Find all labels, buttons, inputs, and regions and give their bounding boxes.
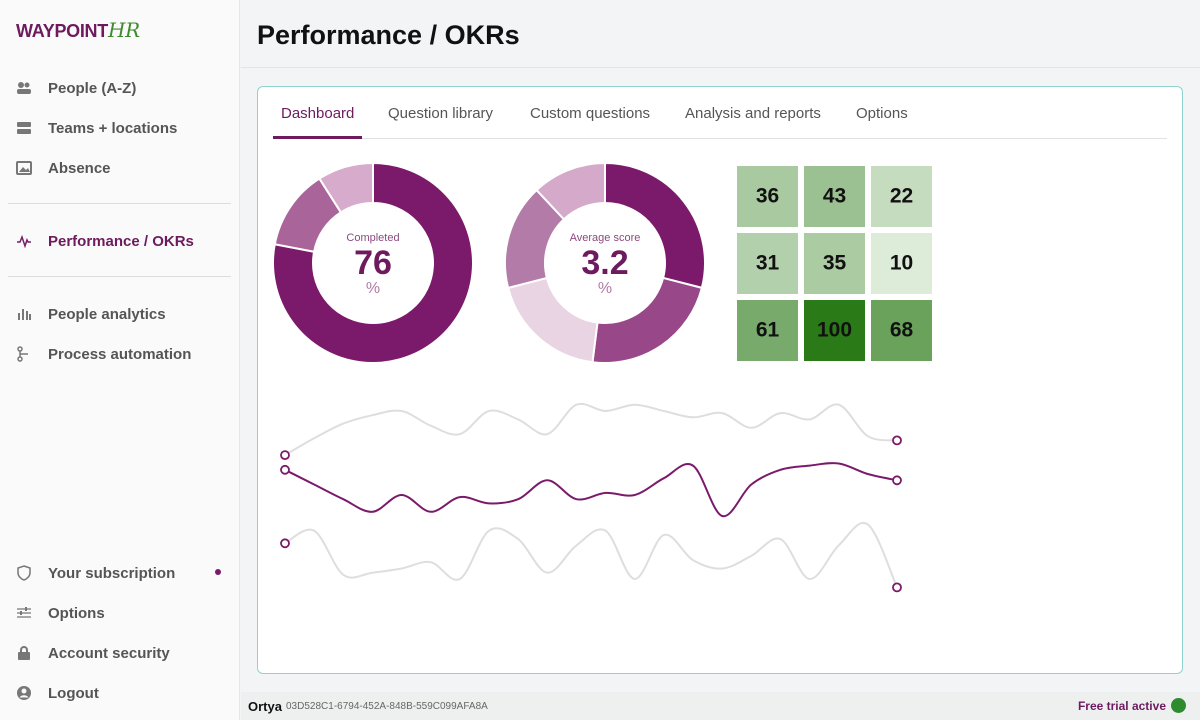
heatmap-value: 35	[823, 252, 847, 275]
nav-item[interactable]: Options	[16, 603, 105, 623]
heatmap-value: 10	[890, 252, 913, 275]
donut-segment	[535, 161, 606, 221]
sparkline-endpoint	[280, 450, 290, 461]
nav-label: Performance / OKRs	[48, 232, 194, 250]
heatmap-cell	[804, 233, 865, 294]
nav-label: Logout	[48, 684, 99, 702]
donut-segment	[318, 161, 374, 214]
donut-label: Average score	[570, 232, 641, 244]
nav-item[interactable]: Absence	[16, 158, 111, 178]
nav-label: People analytics	[48, 305, 166, 323]
heatmap-value: 31	[756, 252, 780, 275]
nav-item[interactable]: People analytics	[16, 304, 166, 324]
nav-item[interactable]: Account security	[16, 643, 170, 663]
heatmap-value: 68	[890, 319, 914, 342]
donut-label: Completed	[346, 232, 399, 244]
heatmap-cell	[737, 300, 798, 361]
nav-label: Absence	[48, 159, 111, 177]
sparkline	[284, 521, 898, 588]
status-icon	[1171, 698, 1186, 713]
heatmap-cell	[871, 233, 932, 294]
nav-item[interactable]: Your subscription	[16, 563, 175, 583]
account-id: 03D528C1-6794-452A-848B-559C099AFA8A	[286, 701, 488, 712]
nav-label: People (A-Z)	[48, 79, 137, 97]
nav-item[interactable]: Process automation	[16, 344, 191, 364]
heatmap-cell	[737, 166, 798, 227]
heatmap-cell	[804, 300, 865, 361]
user-name: Ortya	[248, 699, 282, 714]
heatmap-value: 36	[756, 185, 779, 208]
tab-divider	[273, 138, 1167, 139]
sparkline-endpoint	[892, 475, 902, 486]
tab[interactable]: Question library	[388, 105, 494, 122]
nav-item[interactable]: Teams + locations	[16, 118, 177, 138]
heatmap-value: 61	[756, 319, 780, 342]
sparkline	[284, 402, 898, 456]
sparkline-endpoint	[892, 582, 902, 593]
tab[interactable]: Dashboard	[273, 105, 363, 139]
heatmap-cell	[871, 166, 932, 227]
heatmap-cell	[737, 233, 798, 294]
heatmap-cell	[804, 166, 865, 227]
logo[interactable]: WAYPOINTHR	[16, 18, 140, 42]
heatmap-value: 100	[817, 319, 852, 342]
heatmap-cell	[871, 300, 932, 361]
heatmap-value: 43	[823, 185, 846, 208]
donut-segment	[272, 161, 474, 364]
tab[interactable]: Custom questions	[530, 105, 651, 122]
sparkline	[284, 462, 898, 518]
sparkline-endpoint	[280, 464, 290, 475]
donut-value: 3.2	[581, 244, 628, 282]
nav-item[interactable]: Performance / OKRs	[16, 231, 194, 251]
donut-segment	[506, 276, 599, 364]
header: Performance / OKRs	[241, 0, 1200, 68]
nav-item[interactable]: Logout	[16, 683, 99, 703]
donut-segment	[604, 161, 706, 290]
nav-label: Teams + locations	[48, 119, 178, 137]
page-title: Performance / OKRs	[257, 20, 520, 50]
donut-value: 76	[354, 244, 392, 282]
donut-unit: %	[598, 280, 612, 297]
separator	[8, 276, 231, 277]
nav-label: Account security	[48, 644, 170, 662]
logo-text: WAYPOINT	[16, 21, 108, 41]
nav-label: Your subscription	[48, 564, 176, 582]
donut-unit: %	[366, 280, 380, 297]
notification-dot	[215, 569, 221, 575]
tab[interactable]: Options	[856, 105, 908, 122]
trial-status[interactable]: Free trial active	[1077, 699, 1166, 713]
sidebar: WAYPOINTHR People (A-Z) Teams + location…	[0, 0, 240, 720]
sparkline-endpoint	[280, 538, 290, 549]
nav-label: Process automation	[48, 345, 192, 363]
tab[interactable]: Analysis and reports	[685, 105, 821, 122]
separator	[8, 203, 231, 204]
nav-label: Options	[48, 604, 105, 622]
footer: Ortya 03D528C1-6794-452A-848B-559C099AFA…	[241, 692, 1200, 720]
logo-script: HR	[107, 18, 140, 42]
nav-item[interactable]: People (A-Z)	[16, 78, 136, 98]
sparkline-endpoint	[892, 435, 902, 446]
heatmap-value: 22	[890, 185, 913, 208]
